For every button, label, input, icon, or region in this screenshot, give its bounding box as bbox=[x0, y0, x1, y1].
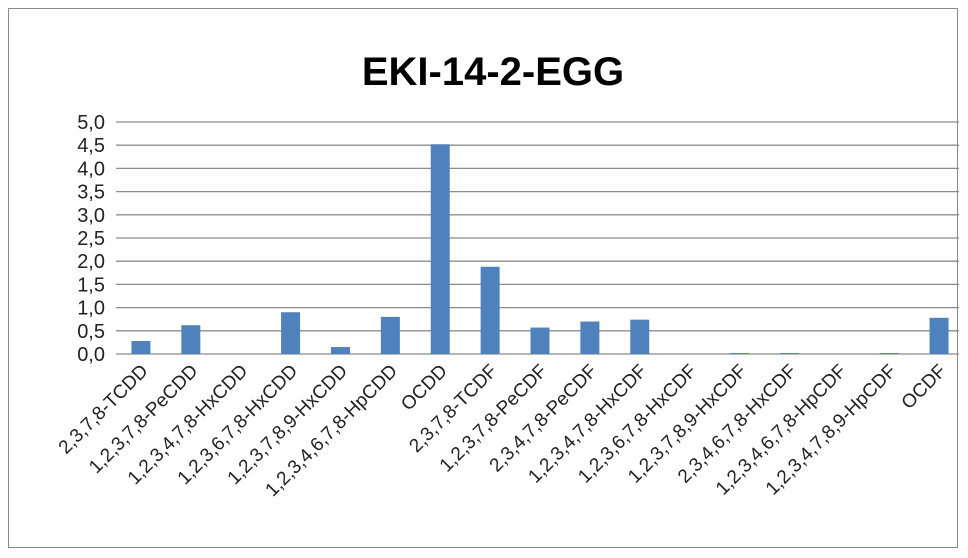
bar bbox=[131, 341, 151, 354]
y-tick-label: 2,0 bbox=[77, 251, 105, 273]
y-tick-label: 0,0 bbox=[77, 344, 105, 366]
bar bbox=[929, 317, 949, 354]
bar bbox=[879, 353, 899, 354]
y-tick-label: 2,5 bbox=[77, 228, 105, 250]
x-axis-category-labels: 2,3,7,8-TCDD1,2,3,7,8-PeCDD1,2,3,4,7,8-H… bbox=[55, 361, 951, 501]
x-category-label: OCDF bbox=[898, 361, 951, 414]
y-tick-label: 4,5 bbox=[77, 135, 105, 157]
y-axis-tick-labels: 0,00,51,01,52,02,53,03,54,04,55,0 bbox=[77, 112, 105, 366]
bar bbox=[281, 312, 301, 354]
gridlines bbox=[116, 121, 959, 355]
y-tick-label: 1,5 bbox=[77, 274, 105, 296]
bar bbox=[181, 325, 201, 354]
bar bbox=[530, 327, 550, 354]
y-tick-label: 5,0 bbox=[77, 112, 105, 134]
y-tick-label: 3,5 bbox=[77, 182, 105, 204]
bar bbox=[380, 316, 400, 354]
bar bbox=[580, 321, 600, 354]
bars bbox=[131, 144, 949, 354]
chart-frame: EKI-14-2-EGG 0,0 0,5 1,0 1,5 2,0 2,5 3,0 3,5 4,0… bbox=[8, 8, 959, 548]
bar bbox=[480, 266, 500, 354]
y-tick-label: 4,0 bbox=[77, 158, 105, 180]
bar bbox=[630, 319, 650, 354]
y-tick-label: 1,0 bbox=[77, 298, 105, 320]
bar bbox=[330, 347, 350, 354]
chart-title: EKI-14-2-EGG bbox=[362, 50, 624, 94]
y-tick-label: 3,0 bbox=[77, 205, 105, 227]
bar bbox=[730, 353, 750, 354]
bar bbox=[430, 144, 450, 354]
bar-chart: EKI-14-2-EGG 0,00,51,01,52,02,53,03,54,0… bbox=[55, 50, 959, 501]
y-tick-label: 0,5 bbox=[77, 321, 105, 343]
bar bbox=[779, 353, 799, 354]
